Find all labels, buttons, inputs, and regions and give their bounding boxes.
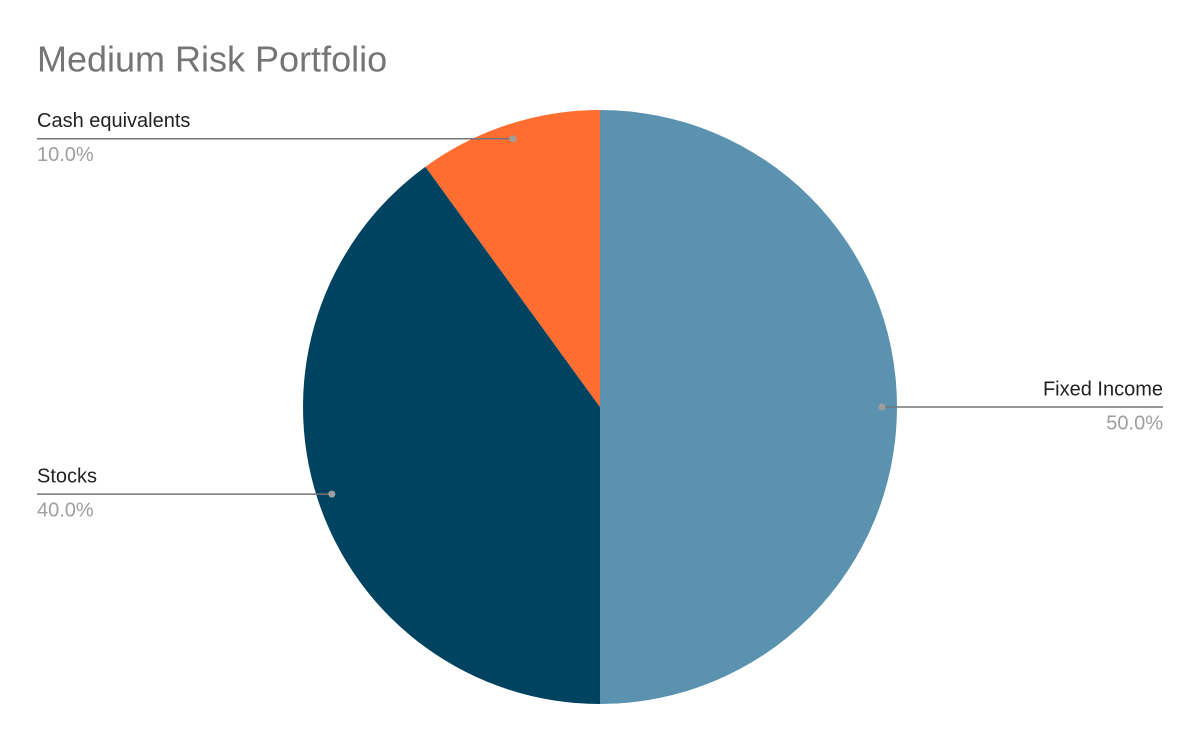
pie-slice — [425, 110, 600, 407]
slice-value-label: 10.0% — [37, 144, 94, 166]
pie-slice — [303, 166, 600, 705]
slice-label: Stocks — [37, 465, 97, 487]
leader-dot — [878, 403, 886, 411]
chart-title: Medium Risk Portfolio — [37, 39, 387, 80]
slice-label: Fixed Income — [1043, 378, 1163, 400]
slice-value-label: 50.0% — [1106, 412, 1163, 434]
slice-label: Cash equivalents — [37, 110, 190, 132]
leader-dot — [509, 135, 517, 143]
leader-dot — [328, 490, 336, 498]
slice-value-label: 40.0% — [37, 499, 94, 521]
pie-slice — [600, 110, 897, 704]
